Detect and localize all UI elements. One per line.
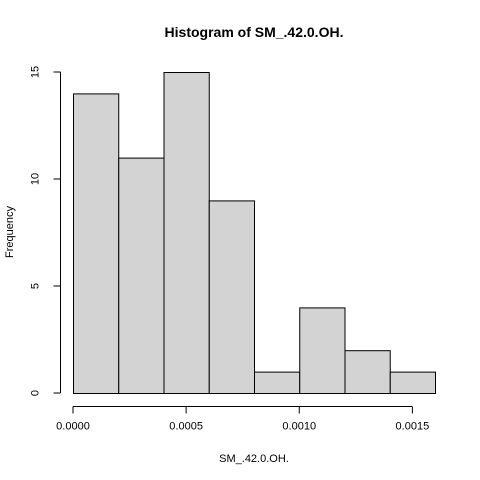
y-tick-label-1: 5 [30, 283, 42, 289]
y-tick-label-3: 15 [30, 66, 42, 78]
y-tick-label-2: 10 [30, 173, 42, 185]
y-axis-label: Frequency [4, 206, 16, 258]
histogram-bar-0 [73, 93, 120, 395]
histogram-bar-5 [299, 307, 346, 394]
x-tick-label-3: 0.0015 [396, 421, 430, 433]
x-tick-label-0: 0.0000 [56, 421, 90, 433]
x-tick-label-1: 0.0005 [169, 421, 203, 433]
x-axis-ticks: 0.0000 0.0005 0.0010 0.0015 [56, 406, 430, 433]
histogram-bar-6 [344, 350, 391, 395]
histogram-bar-1 [118, 157, 165, 394]
histogram-bar-7 [389, 371, 436, 395]
histogram-bar-2 [163, 72, 210, 394]
chart-title: Histogram of SM_.42.0.OH. [165, 24, 344, 40]
y-axis-ticks: 0 5 10 15 [30, 66, 61, 396]
histogram-bar-3 [208, 200, 255, 394]
histogram-bars [73, 72, 436, 395]
histogram-bar-4 [254, 371, 301, 395]
x-axis-label: SM_.42.0.OH. [219, 453, 289, 465]
x-tick-label-2: 0.0010 [282, 421, 316, 433]
y-tick-label-0: 0 [30, 390, 42, 396]
